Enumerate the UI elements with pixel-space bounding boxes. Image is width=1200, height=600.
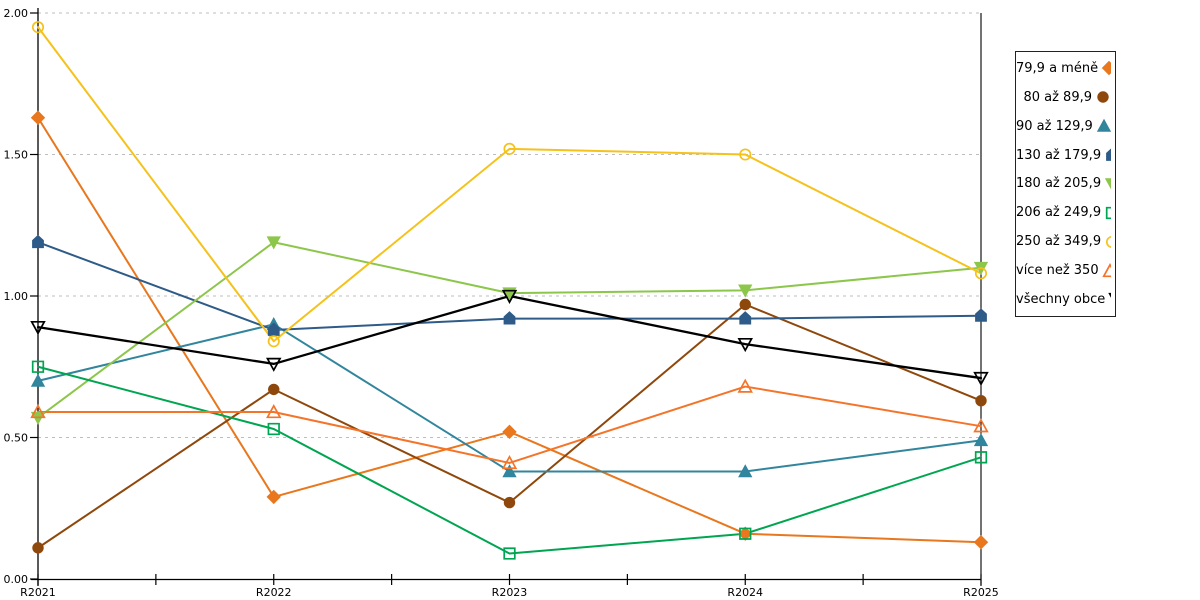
data-point-marker <box>266 489 281 505</box>
legend-item-label: 80 až 89,9 <box>1023 89 1092 105</box>
data-point-marker <box>1104 178 1111 190</box>
data-point-marker <box>503 496 516 509</box>
x-axis-tick-label: R2021 <box>20 586 56 599</box>
data-point-marker <box>1101 61 1111 76</box>
data-point-marker <box>1097 91 1109 104</box>
y-axis-tick-label: 1.00 <box>4 290 29 303</box>
data-point-marker <box>501 455 518 470</box>
data-point-marker <box>974 451 988 464</box>
legend-marker-icon <box>1101 262 1111 277</box>
data-point-marker <box>738 284 753 298</box>
data-point-marker <box>973 535 989 550</box>
data-point-marker <box>501 289 518 304</box>
series-line <box>37 365 982 555</box>
series-line <box>36 294 983 380</box>
y-axis-tick-label: 0.50 <box>4 432 29 445</box>
data-point-marker <box>267 335 280 348</box>
data-point-marker <box>737 337 753 353</box>
data-point-marker <box>1108 293 1111 298</box>
data-point-marker <box>739 311 752 325</box>
data-point-marker <box>267 422 280 436</box>
data-point-marker <box>268 383 280 396</box>
data-point-marker <box>502 464 517 478</box>
legend-item: 206 až 249,9 <box>1016 205 1115 221</box>
legend-marker-icon <box>1104 178 1111 190</box>
data-point-marker <box>1105 206 1111 219</box>
legend-item-label: 90 až 129,9 <box>1016 118 1093 134</box>
legend-item: 250 až 349,9 <box>1016 234 1115 250</box>
data-point-marker <box>973 371 989 387</box>
legend-item: 80 až 89,9 <box>1016 89 1115 105</box>
series-line <box>37 385 982 464</box>
legend-marker-icon <box>1106 148 1111 161</box>
y-axis-tick-label: 1.50 <box>4 149 29 162</box>
legend-item: 90 až 129,9 <box>1016 118 1115 134</box>
legend-marker-icon <box>1106 235 1111 248</box>
legend-item-label: 250 až 349,9 <box>1016 234 1102 250</box>
data-point-marker <box>975 308 987 322</box>
series-line <box>37 241 982 419</box>
legend-item: 130 až 179,9 <box>1016 147 1115 163</box>
data-point-marker <box>266 404 282 419</box>
legend-item-label: všechny obce <box>1016 291 1106 307</box>
data-point-marker <box>266 236 281 250</box>
legend-marker-icon <box>1096 118 1111 132</box>
legend-marker-icon <box>1108 293 1111 298</box>
data-point-marker <box>737 378 753 393</box>
data-point-marker <box>266 357 282 372</box>
data-point-marker <box>973 418 989 433</box>
data-point-marker <box>974 267 988 280</box>
data-point-marker <box>739 148 752 161</box>
legend-marker-icon <box>1105 206 1111 219</box>
data-point-marker <box>975 395 987 407</box>
y-axis-tick-label: 0.00 <box>4 573 29 586</box>
data-point-marker <box>739 527 752 540</box>
series-line <box>37 26 982 343</box>
legend-marker-icon <box>1101 61 1111 76</box>
legend-item: 180 až 205,9 <box>1016 176 1115 192</box>
x-axis-tick-label: R2022 <box>256 586 292 599</box>
y-axis-tick-label: 2.00 <box>4 7 29 20</box>
chart-legend: 79,9 a méně 80 až 89,9 90 až 129,9 130 až 1… <box>1015 51 1116 317</box>
legend-marker-icon <box>1097 91 1109 104</box>
data-point-marker <box>738 526 753 541</box>
x-axis-tick-label: R2023 <box>492 586 528 599</box>
legend-item-label: 130 až 179,9 <box>1016 147 1102 163</box>
x-axis-tick-label: R2024 <box>727 586 763 599</box>
data-point-marker <box>1101 262 1111 277</box>
data-point-marker <box>31 21 45 34</box>
data-point-marker <box>503 142 516 155</box>
data-point-marker <box>503 547 516 560</box>
legend-item: 79,9 a méně <box>1016 60 1115 76</box>
legend-item-label: 79,9 a méně <box>1016 60 1099 76</box>
data-point-marker <box>30 404 46 419</box>
data-point-marker <box>738 464 753 478</box>
data-point-marker <box>1106 148 1111 161</box>
data-point-marker <box>739 298 751 311</box>
data-point-marker <box>31 360 45 373</box>
data-point-marker <box>1096 118 1111 132</box>
data-point-marker <box>30 373 46 387</box>
data-point-marker <box>502 424 517 440</box>
data-point-marker <box>973 433 989 447</box>
series-line <box>37 323 982 473</box>
data-point-marker <box>32 542 44 554</box>
legend-item-label: 206 až 249,9 <box>1016 205 1102 221</box>
legend-item: více než 350 <box>1016 262 1115 279</box>
data-point-marker <box>503 311 516 325</box>
legend-item: všechny obce <box>1016 291 1115 307</box>
x-axis-tick-label: R2025 <box>963 586 999 599</box>
data-point-marker <box>32 234 44 249</box>
data-point-marker <box>30 110 46 125</box>
legend-item-label: 180 až 205,9 <box>1016 176 1102 192</box>
data-point-marker <box>1106 235 1111 248</box>
legend-item-label: více než 350 <box>1016 263 1099 279</box>
data-point-marker <box>30 320 46 336</box>
series-line <box>37 116 982 544</box>
